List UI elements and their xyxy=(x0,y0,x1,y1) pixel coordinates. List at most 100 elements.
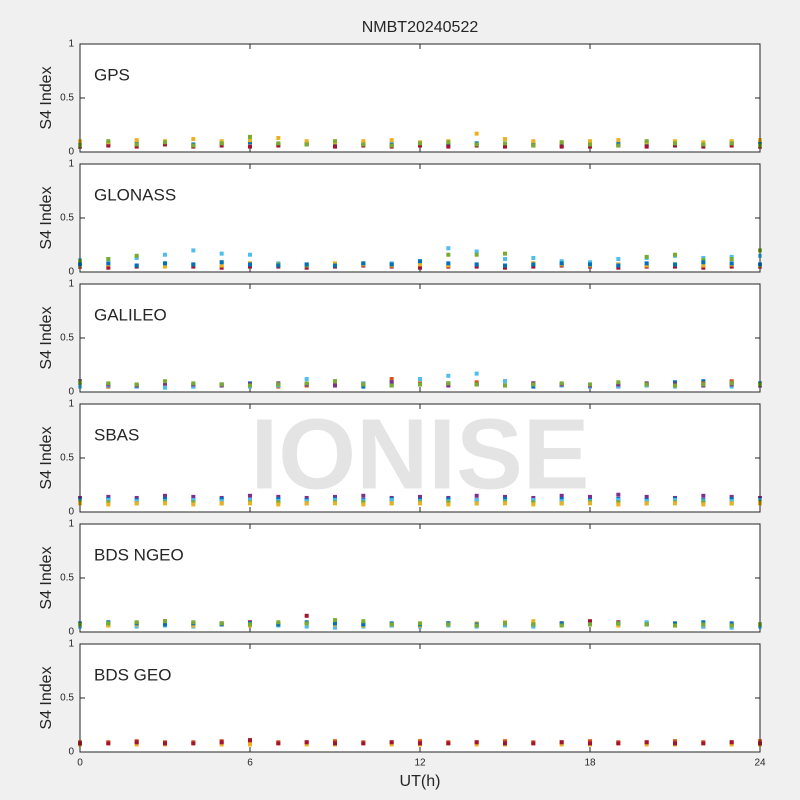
data-point xyxy=(559,261,564,266)
data-point xyxy=(163,385,167,390)
data-point xyxy=(248,498,252,503)
axes-background xyxy=(80,404,760,512)
data-point xyxy=(616,623,621,628)
data-point xyxy=(106,741,111,746)
data-point xyxy=(106,498,111,503)
data-point xyxy=(333,379,337,384)
data-point xyxy=(616,741,621,746)
data-point xyxy=(729,740,734,745)
data-point xyxy=(531,624,536,629)
data-point xyxy=(163,264,167,269)
data-point xyxy=(304,501,309,506)
data-point xyxy=(219,501,224,506)
watermark: IONISE xyxy=(251,398,590,510)
data-point xyxy=(673,380,677,385)
data-point xyxy=(503,741,507,746)
data-point xyxy=(163,619,167,624)
data-point xyxy=(134,263,139,268)
data-point xyxy=(616,257,621,262)
data-point xyxy=(531,619,536,624)
data-point xyxy=(333,621,337,626)
data-point xyxy=(304,495,309,500)
data-point xyxy=(588,739,592,744)
data-point xyxy=(616,138,621,143)
data-point xyxy=(474,262,479,267)
data-point xyxy=(729,501,734,506)
data-point xyxy=(106,139,111,144)
data-point xyxy=(588,142,592,147)
data-point xyxy=(418,141,422,146)
data-point xyxy=(163,741,167,746)
data-point xyxy=(729,254,734,259)
data-point xyxy=(333,739,337,744)
axes-box xyxy=(79,283,761,393)
data-point xyxy=(418,265,422,270)
data-point xyxy=(673,739,677,744)
data-point xyxy=(673,383,677,388)
data-point xyxy=(304,262,309,267)
axes-box xyxy=(79,163,761,273)
data-point xyxy=(673,621,677,626)
data-point xyxy=(248,264,252,269)
data-point xyxy=(191,498,196,503)
data-point xyxy=(389,498,394,503)
axes-box xyxy=(79,523,761,633)
data-point xyxy=(503,621,507,626)
data-point xyxy=(673,262,677,267)
data-point xyxy=(531,264,536,269)
data-point xyxy=(559,493,564,498)
axes-background xyxy=(80,164,760,272)
data-point xyxy=(446,502,451,507)
data-point xyxy=(333,261,337,266)
data-point xyxy=(276,494,281,499)
data-point xyxy=(588,382,592,387)
data-point xyxy=(673,264,677,269)
data-point xyxy=(701,144,706,149)
data-point xyxy=(106,500,111,505)
data-point xyxy=(248,134,252,139)
data-point xyxy=(474,493,479,498)
axes-box xyxy=(79,403,761,513)
data-point xyxy=(729,384,734,389)
data-point xyxy=(616,384,621,389)
y-tick-label: 0.5 xyxy=(60,453,74,464)
data-point xyxy=(474,371,479,376)
data-point xyxy=(361,622,366,627)
data-point xyxy=(531,141,536,146)
data-point xyxy=(389,622,394,627)
data-point xyxy=(503,497,507,502)
panel-label: GALILEO xyxy=(94,305,167,324)
x-axis-label: UT(h) xyxy=(400,773,441,790)
data-point xyxy=(531,498,536,503)
data-point xyxy=(106,502,111,507)
data-point xyxy=(673,143,677,148)
data-point xyxy=(559,259,564,264)
data-point xyxy=(191,381,196,386)
data-point xyxy=(333,139,337,144)
data-point xyxy=(531,262,536,267)
data-point xyxy=(248,742,252,747)
data-point xyxy=(503,494,507,499)
data-point xyxy=(219,260,224,265)
data-point xyxy=(701,255,706,260)
data-point xyxy=(134,255,139,260)
data-point xyxy=(729,257,734,262)
data-point xyxy=(276,741,281,746)
data-point xyxy=(191,741,196,746)
data-point xyxy=(673,139,677,144)
data-point xyxy=(729,497,734,502)
data-point xyxy=(361,741,366,746)
x-tick-label: 6 xyxy=(247,758,253,769)
data-point xyxy=(248,383,252,388)
data-point xyxy=(701,142,706,147)
data-point xyxy=(503,251,507,256)
data-point xyxy=(673,498,677,503)
data-point xyxy=(446,741,451,746)
data-point xyxy=(531,502,536,507)
data-point xyxy=(134,740,139,745)
data-point xyxy=(304,142,309,147)
data-point xyxy=(474,249,479,254)
data-point xyxy=(276,263,281,268)
data-point xyxy=(163,142,167,147)
